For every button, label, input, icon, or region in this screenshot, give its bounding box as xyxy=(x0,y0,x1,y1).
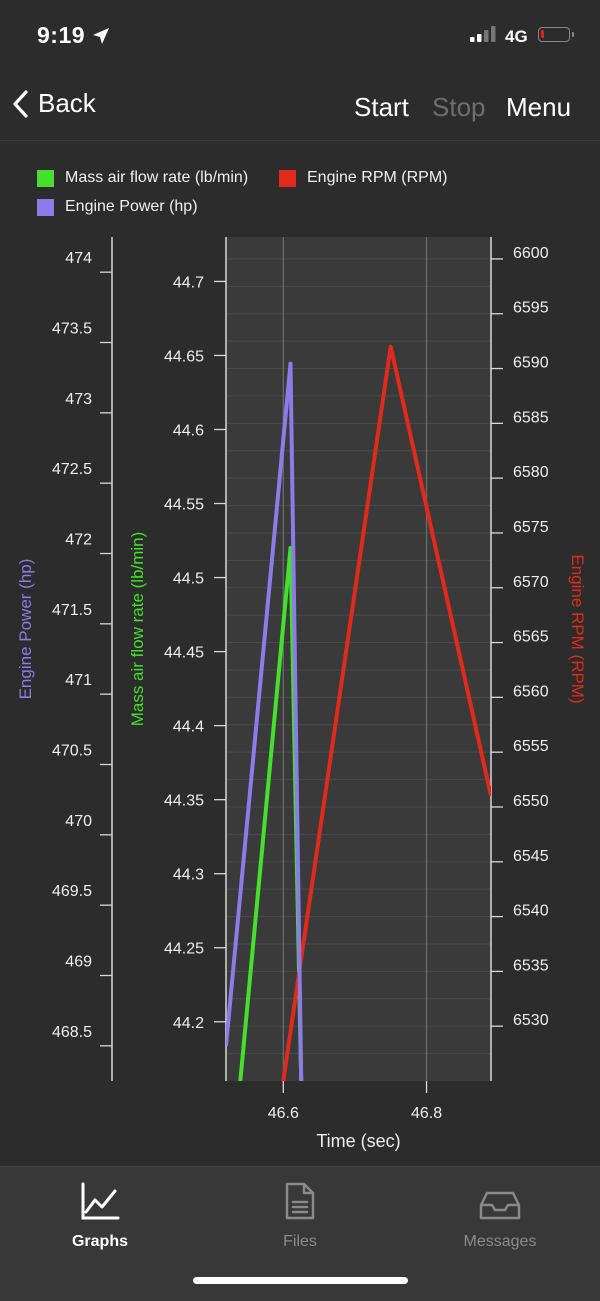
legend-label-rpm: Engine RPM (RPM) xyxy=(307,169,448,186)
axis-rpm-tick-label: 6570 xyxy=(513,574,549,591)
line-chart[interactable]: 468.5 469 469.5 470 470.5 471 471.5 472 472.5 473… xyxy=(0,230,600,1160)
axis-maf-tick-label: 44.65 xyxy=(164,348,204,365)
plot-area xyxy=(226,237,491,1081)
status-time: 9:19 xyxy=(37,22,86,48)
menu-button[interactable]: Menu xyxy=(506,92,572,122)
location-arrow-icon xyxy=(93,28,109,44)
legend-label-maf: Mass air flow rate (lb/min) xyxy=(65,169,249,186)
axis-maf-tick-label: 44.55 xyxy=(164,497,204,514)
battery-icon xyxy=(538,27,574,42)
axis-rpm-tick-label: 6540 xyxy=(513,903,549,920)
axis-rpm-tick-label: 6535 xyxy=(513,957,549,974)
chart-legend: Mass air flow rate (lb/min) Engine RPM (… xyxy=(0,160,600,230)
axis-rpm-title: Engine RPM (RPM) xyxy=(568,554,587,703)
legend-label-power: Engine Power (hp) xyxy=(65,198,198,215)
axis-maf-title: Mass air flow rate (lb/min) xyxy=(128,532,147,727)
axis-maf-tick-label: 44.4 xyxy=(173,719,204,736)
axis-rpm-tick-label: 6555 xyxy=(513,738,549,755)
status-bar: 9:19 4G xyxy=(0,0,600,72)
legend-item-maf: Mass air flow rate (lb/min) xyxy=(37,169,248,187)
legend-item-rpm: Engine RPM (RPM) xyxy=(279,169,447,187)
inbox-tray-icon xyxy=(479,1191,521,1220)
axis-rpm-tick-label: 6585 xyxy=(513,409,549,426)
axis-power-tick-label: 471 xyxy=(65,672,92,689)
axis-rpm-tick-label: 6600 xyxy=(513,245,549,262)
axis-power-tick-label: 474 xyxy=(65,250,92,267)
tab-messages[interactable]: Messages xyxy=(440,1177,560,1251)
chevron-left-icon xyxy=(13,89,28,118)
axis-rpm-tick-label: 6590 xyxy=(513,355,549,372)
tab-files-label: Files xyxy=(283,1233,317,1250)
axis-power-tick-label: 471.5 xyxy=(52,602,92,619)
axis-maf-tick-label: 44.25 xyxy=(164,941,204,958)
axis-maf-tick-label: 44.45 xyxy=(164,645,204,662)
axis-rpm-tick-label: 6580 xyxy=(513,464,549,481)
start-button[interactable]: Start xyxy=(354,92,409,122)
stop-button[interactable]: Stop xyxy=(432,92,486,122)
line-graph-icon xyxy=(81,1182,120,1220)
axis-power-tick-label: 468.5 xyxy=(52,1024,92,1041)
back-button[interactable]: Back xyxy=(12,88,96,119)
network-type: 4G xyxy=(505,27,528,46)
signal-bars-icon xyxy=(470,26,496,42)
axis-power-tick-label: 469 xyxy=(65,954,92,971)
axis-x-tick-label: 46.6 xyxy=(268,1105,299,1122)
axis-power-tick-label: 473 xyxy=(65,391,92,408)
axis-rpm-tick-label: 6530 xyxy=(513,1012,549,1029)
tab-graphs[interactable]: Graphs xyxy=(40,1177,160,1251)
axis-rpm-tick-label: 6595 xyxy=(513,300,549,317)
axis-maf-tick-label: 44.5 xyxy=(173,571,204,588)
axis-power-tick-label: 470.5 xyxy=(52,743,92,760)
axis-power-tick-label: 472 xyxy=(65,532,92,549)
back-label: Back xyxy=(38,88,96,118)
navigation-bar: Back Start Stop Menu xyxy=(0,72,600,141)
axis-maf-tick-label: 44.3 xyxy=(173,867,204,884)
home-indicator xyxy=(193,1277,408,1284)
file-icon xyxy=(285,1182,315,1220)
legend-swatch-power xyxy=(37,198,54,216)
axis-x-tick-label: 46.8 xyxy=(411,1105,442,1122)
tab-graphs-label: Graphs xyxy=(71,1233,128,1250)
axis-maf-tick-label: 44.35 xyxy=(164,793,204,810)
axis-power-tick-label: 469.5 xyxy=(52,883,92,900)
axis-rpm-tick-label: 6560 xyxy=(513,683,549,700)
axis-power-tick-label: 470 xyxy=(65,813,92,830)
axis-maf-tick-label: 44.7 xyxy=(173,274,204,291)
tab-files[interactable]: Files xyxy=(240,1177,360,1251)
legend-swatch-rpm xyxy=(279,169,296,187)
axis-rpm-tick-label: 6575 xyxy=(513,519,549,536)
axis-rpm-tick-label: 6550 xyxy=(513,793,549,810)
axis-rpm-tick-label: 6545 xyxy=(513,848,549,865)
axis-rpm-tick-label: 6565 xyxy=(513,629,549,646)
legend-item-power: Engine Power (hp) xyxy=(37,198,198,216)
axis-maf-tick-label: 44.6 xyxy=(173,422,204,439)
legend-swatch-maf xyxy=(37,169,54,187)
axis-maf-tick-label: 44.2 xyxy=(173,1015,204,1032)
series-line-rpm xyxy=(281,344,491,1081)
axis-power-tick-label: 473.5 xyxy=(52,321,92,338)
tab-messages-label: Messages xyxy=(463,1233,537,1250)
axis-power-tick-label: 472.5 xyxy=(52,461,92,478)
series-line-power xyxy=(226,361,304,1081)
axis-power-title: Engine Power (hp) xyxy=(16,559,35,700)
axis-x-title: Time (sec) xyxy=(316,1131,400,1151)
